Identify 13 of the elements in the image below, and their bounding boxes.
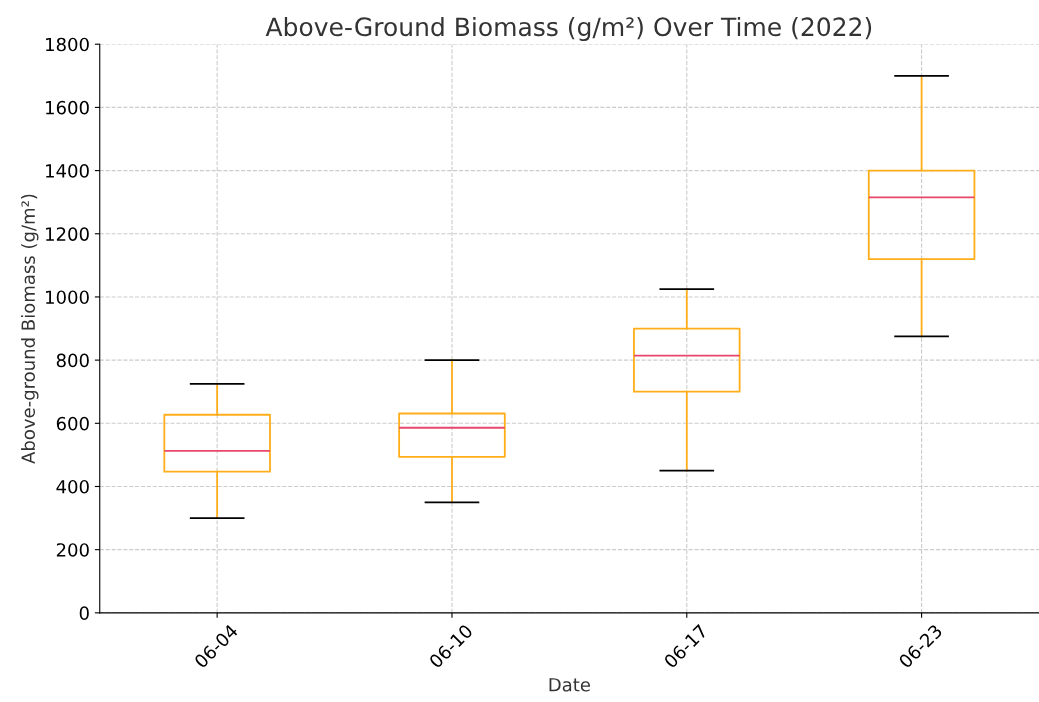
y-tick-label: 1200 [46,227,89,241]
y-tick-label: 1400 [46,164,89,178]
y-tick-label: 1800 [46,37,89,52]
x-axis-title: Date [549,678,590,692]
y-tick-label: 1600 [46,100,89,115]
y-tick-label: 200 [56,543,89,557]
y-tick-label: 400 [56,479,89,494]
y-tick-label: 1000 [46,290,89,305]
chart-title: Above-Ground Biomass (g/m²) Over Time (2022) [265,16,872,42]
y-tick-label: 600 [56,416,89,431]
y-tick-label: 0 [79,606,89,620]
y-tick-label: 800 [56,353,89,368]
y-axis-title: Above-ground Biomass (g/m²) [21,194,39,464]
